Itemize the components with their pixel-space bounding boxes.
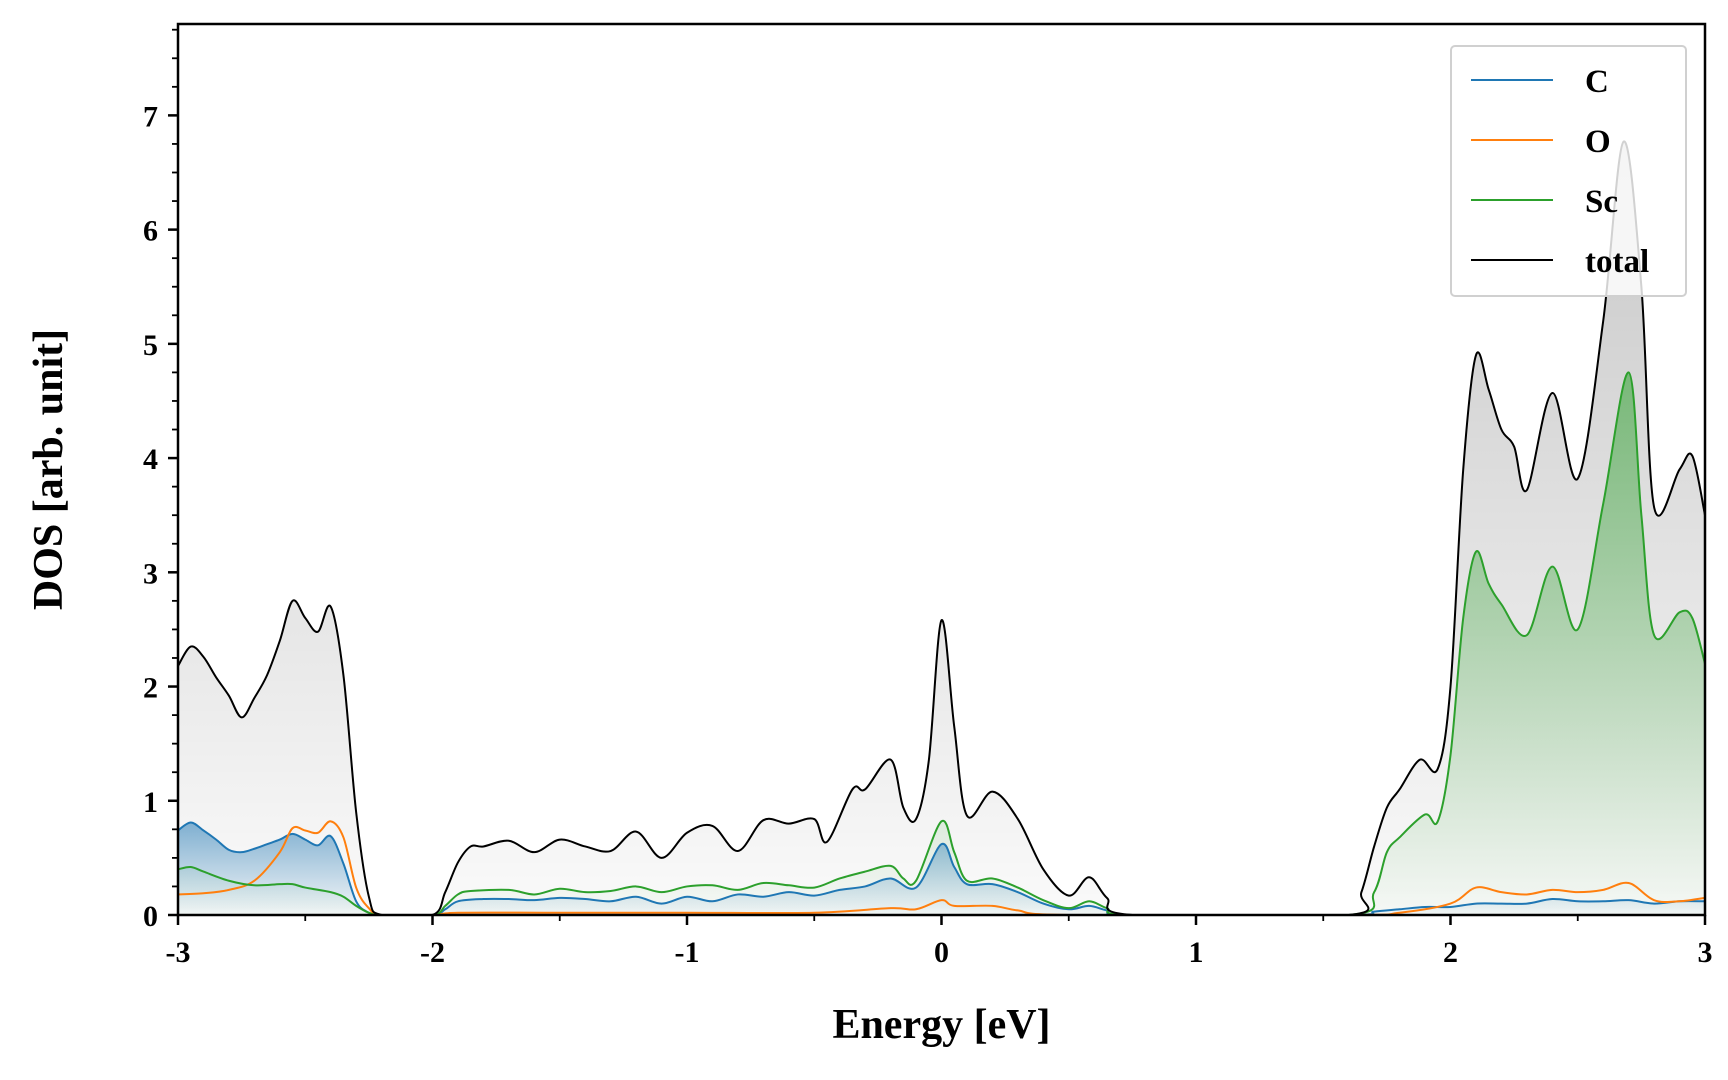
y-tick-label: 5 bbox=[143, 329, 158, 362]
legend: CO Sc total bbox=[1450, 45, 1687, 297]
series-fill-sc bbox=[178, 372, 1705, 915]
series-line-total bbox=[178, 140, 1705, 915]
axes: -3 -2 -1 0 1 2 3 0 1 2 3 4 5 6 7 Energy [eV] DOS [arb. u… bbox=[26, 22, 1713, 1048]
legend-label-o: O bbox=[1585, 124, 1611, 160]
x-tick-label: 1 bbox=[1189, 936, 1204, 969]
y-tick-label: 0 bbox=[143, 900, 158, 933]
legend-box bbox=[1450, 45, 1687, 297]
x-tick-label: 0 bbox=[934, 936, 949, 969]
legend-label-c: C bbox=[1585, 64, 1609, 100]
y-tick-label: 6 bbox=[143, 215, 158, 248]
x-tick-label: -2 bbox=[420, 936, 445, 969]
y-tick-label: 4 bbox=[143, 443, 158, 476]
y-tick-label: 7 bbox=[143, 100, 158, 133]
x-tick-label: 3 bbox=[1698, 936, 1713, 969]
series-fills bbox=[178, 141, 1705, 915]
y-tick-label: 2 bbox=[143, 672, 158, 705]
x-tick-label: -3 bbox=[166, 936, 191, 969]
x-tick-label: -1 bbox=[675, 936, 700, 969]
series-fill-c bbox=[178, 822, 1705, 915]
y-tick-label: 1 bbox=[143, 786, 158, 819]
legend-label-sc: Sc bbox=[1585, 184, 1618, 220]
y-tick-label: 3 bbox=[143, 557, 158, 590]
x-tick-label: 2 bbox=[1443, 936, 1458, 969]
y-axis-label: DOS [arb. unit] bbox=[26, 329, 72, 610]
series-line-o bbox=[178, 820, 1705, 915]
x-axis-label: Energy [eV] bbox=[832, 1002, 1050, 1048]
legend-label-total: total bbox=[1585, 244, 1649, 280]
